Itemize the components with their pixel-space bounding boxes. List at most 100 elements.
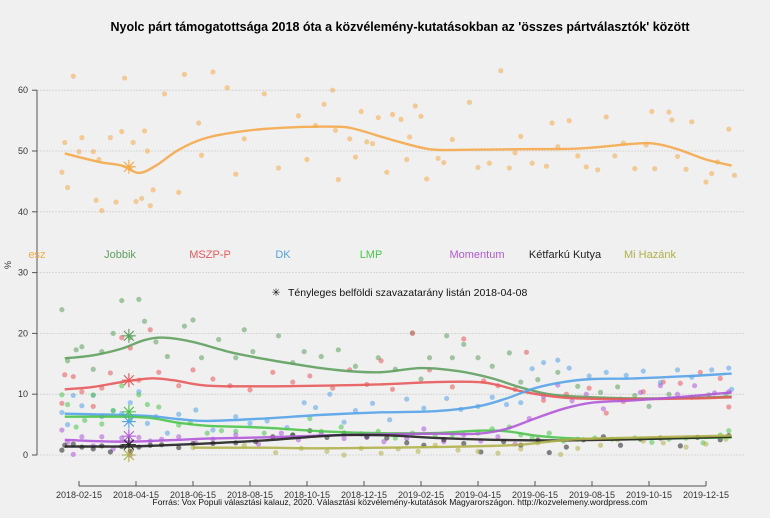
data-point — [107, 370, 113, 376]
data-point — [646, 403, 652, 409]
data-point — [210, 69, 216, 75]
data-point — [575, 383, 581, 389]
data-point — [506, 165, 512, 171]
data-point — [409, 330, 416, 336]
data-point — [79, 403, 85, 409]
data-point — [387, 417, 393, 423]
data-point — [546, 449, 552, 456]
data-point — [489, 394, 495, 400]
data-point — [461, 336, 467, 342]
data-point — [563, 444, 569, 450]
data-point — [692, 383, 698, 389]
data-point — [156, 404, 162, 410]
data-point — [190, 317, 196, 323]
data-point — [612, 153, 618, 159]
data-point — [503, 401, 510, 408]
data-point — [321, 101, 327, 107]
data-point — [615, 384, 621, 390]
data-point — [677, 380, 683, 386]
data-point — [677, 443, 683, 449]
data-point — [335, 347, 341, 353]
data-point — [164, 353, 170, 360]
data-point — [65, 422, 71, 428]
data-point — [421, 405, 427, 411]
data-point — [130, 139, 136, 146]
data-point — [93, 197, 99, 203]
data-point — [136, 434, 142, 440]
data-point — [79, 344, 85, 350]
data-point — [683, 444, 689, 450]
data-point — [247, 420, 253, 426]
trend-line-fidesz — [64, 125, 732, 175]
legend-item-dk: DK — [275, 249, 291, 261]
legend-item-jobbik: Jobbik — [104, 249, 136, 261]
data-point — [455, 447, 461, 453]
data-point — [352, 154, 359, 160]
data-point — [583, 164, 589, 170]
data-point — [546, 430, 552, 436]
data-point — [275, 333, 282, 339]
data-point — [449, 136, 455, 143]
data-point — [62, 372, 68, 378]
data-point — [352, 408, 359, 414]
data-point — [603, 410, 609, 416]
data-point — [332, 127, 339, 133]
data-point — [558, 451, 564, 457]
data-point — [119, 128, 125, 135]
data-point — [224, 85, 230, 91]
data-point — [261, 91, 267, 97]
data-point — [364, 139, 370, 145]
data-point — [495, 450, 501, 456]
asterisk-stroke — [123, 430, 135, 442]
data-point — [540, 397, 547, 403]
data-point — [649, 439, 655, 445]
data-point — [198, 355, 205, 361]
data-point — [378, 450, 384, 456]
data-point — [689, 119, 695, 125]
data-point — [90, 366, 96, 372]
data-point — [330, 87, 336, 93]
data-point — [107, 449, 113, 455]
y-tick-label: 50 — [18, 146, 28, 156]
data-point — [190, 367, 196, 373]
data-point — [518, 400, 524, 406]
annotation-text: Tényleges belföldi szavazatarány listán … — [288, 287, 527, 299]
data-point — [181, 323, 188, 329]
data-point — [59, 427, 65, 433]
data-point — [600, 406, 607, 412]
data-point — [90, 149, 96, 155]
asterisk-stroke — [123, 406, 135, 418]
data-point — [660, 440, 666, 446]
data-point — [181, 71, 188, 77]
asterisk-stroke — [123, 439, 135, 451]
x-tick-label: 2019-04-15 — [455, 490, 501, 500]
data-point — [99, 421, 105, 427]
data-point — [666, 391, 672, 397]
x-tick-label: 2019-08-15 — [569, 490, 615, 500]
data-point — [674, 153, 681, 160]
data-point — [415, 448, 421, 454]
data-point — [583, 391, 589, 397]
grid-lines — [37, 89, 745, 456]
data-point — [233, 171, 239, 177]
data-point — [347, 136, 353, 142]
data-point — [324, 448, 330, 454]
data-point — [512, 150, 518, 156]
legend-item-mi-haz-nk: Mi Hazánk — [624, 249, 676, 261]
asterisk-stroke — [123, 374, 135, 386]
data-point — [375, 114, 381, 121]
legend-item-fidesz: esz — [28, 249, 45, 261]
data-point — [632, 392, 638, 399]
data-point — [210, 427, 216, 433]
x-tick-label: 2019-10-15 — [626, 490, 672, 500]
data-point — [141, 318, 148, 324]
asterisk-stroke — [123, 449, 135, 461]
data-point — [176, 383, 182, 389]
x-tick-label: 2018-10-15 — [284, 490, 330, 500]
data-point — [79, 135, 85, 141]
data-point — [261, 430, 267, 436]
annotation: ✳ Tényleges belföldi szavazatarány listá… — [272, 287, 528, 299]
data-point — [649, 108, 655, 115]
data-point — [709, 170, 715, 177]
